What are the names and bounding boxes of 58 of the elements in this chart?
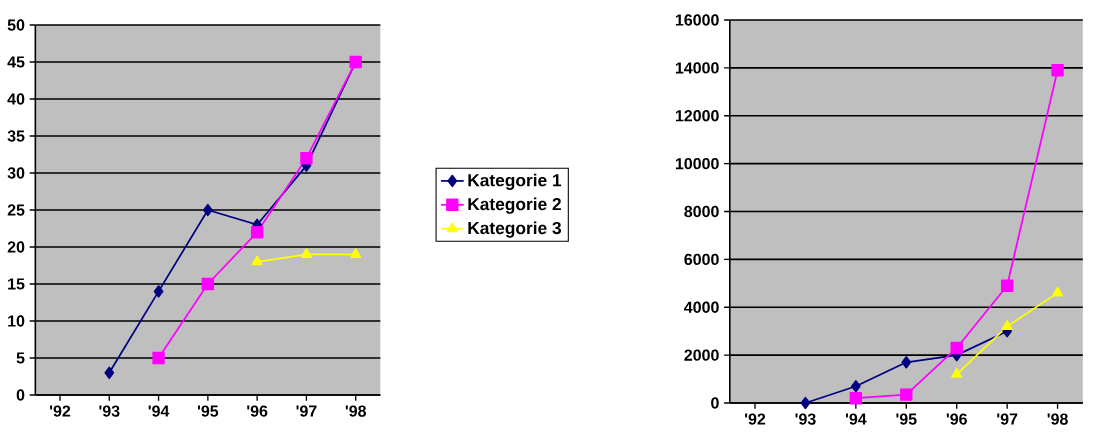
- x-tick-label: '93: [99, 405, 120, 417]
- y-tick-label: 35: [7, 130, 25, 142]
- legend-label: Kategorie 1: [468, 173, 562, 190]
- x-tick-label: '96: [946, 413, 967, 425]
- x-tick-label: '96: [247, 405, 268, 417]
- y-tick-label: 5: [16, 352, 25, 364]
- y-tick-label: 6000: [684, 253, 719, 266]
- x-tick-label: '92: [745, 413, 766, 425]
- y-tick-label: 30: [7, 167, 25, 179]
- y-tick-label: 50: [7, 19, 25, 31]
- point: [800, 396, 811, 410]
- legend-label: Kategorie 2: [468, 197, 561, 214]
- point: [1000, 279, 1014, 292]
- x-tick-label: '95: [197, 405, 219, 417]
- point: [153, 285, 164, 298]
- point: [900, 388, 913, 401]
- point: [250, 226, 264, 239]
- y-tick-label: 40: [7, 93, 25, 105]
- point: [201, 277, 215, 291]
- y-tick-label: 12000: [675, 110, 719, 122]
- point: [950, 341, 963, 355]
- point: [1001, 320, 1013, 330]
- y-tick-label: 4000: [684, 301, 719, 313]
- x-tick-label: '94: [845, 413, 867, 425]
- x-tick-label: '97: [296, 405, 317, 417]
- legend-label: Kategorie 3: [468, 221, 561, 238]
- point: [202, 203, 213, 217]
- point: [849, 392, 863, 405]
- y-tick-label: 20: [7, 241, 25, 253]
- point: [350, 248, 362, 258]
- y-tick-label: 45: [7, 56, 25, 68]
- y-tick-label: 2000: [684, 349, 719, 361]
- y-tick-label: 25: [7, 204, 25, 216]
- x-tick-label: '93: [795, 413, 816, 425]
- point: [901, 356, 912, 369]
- y-tick-label: 8000: [684, 205, 719, 218]
- point: [300, 152, 313, 165]
- point: [1051, 64, 1064, 77]
- y-tick-label: 15: [8, 278, 25, 290]
- y-tick-label: 14000: [675, 62, 719, 74]
- y-tick-label: 16000: [675, 14, 719, 26]
- y-tick-label: 10: [8, 315, 25, 327]
- x-tick-label: '98: [345, 405, 367, 417]
- y-tick-label: 0: [16, 389, 25, 401]
- point: [300, 248, 312, 258]
- point: [951, 368, 963, 378]
- point: [1052, 286, 1064, 297]
- x-tick-label: '95: [896, 413, 917, 425]
- y-tick-label: 10000: [675, 157, 719, 170]
- x-tick-label: '94: [148, 405, 170, 417]
- y-tick-label: 0: [711, 397, 719, 409]
- point: [251, 255, 263, 266]
- x-tick-label: '97: [997, 413, 1018, 425]
- point: [104, 366, 115, 379]
- x-tick-label: '92: [50, 405, 71, 417]
- x-tick-label: '98: [1047, 413, 1068, 425]
- point: [850, 380, 861, 393]
- point: [152, 351, 165, 365]
